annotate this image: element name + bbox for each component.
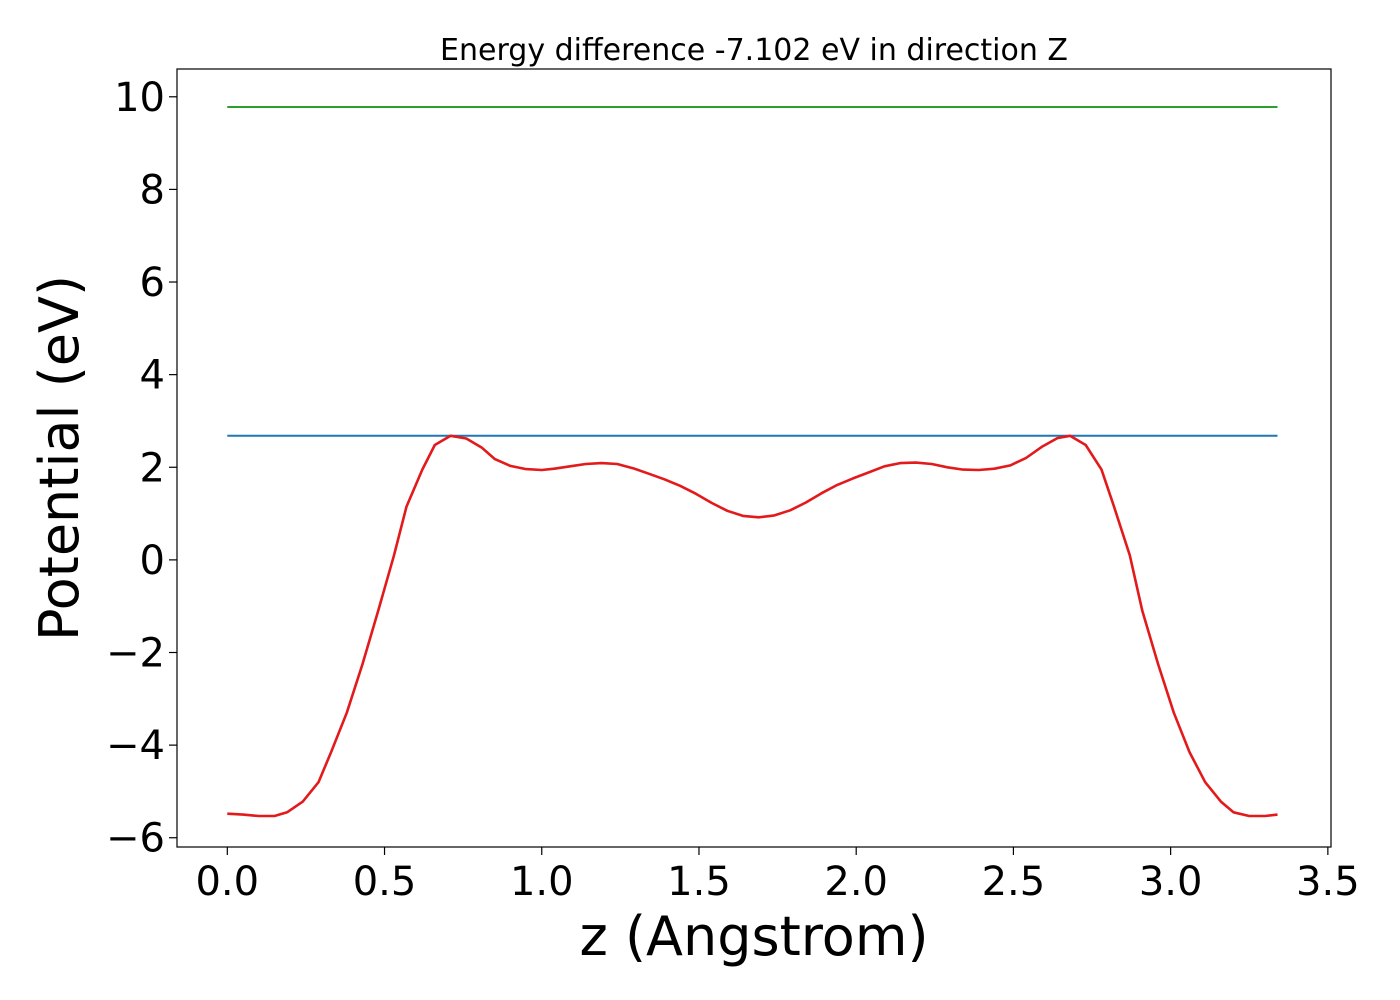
y-tick-label: −2 (106, 631, 165, 677)
plot-frame (176, 68, 1332, 848)
y-tick-label: 6 (140, 260, 165, 306)
x-tick-label: 3.0 (1139, 859, 1203, 905)
y-tick-label: 10 (114, 75, 165, 121)
x-tick-label: 1.5 (667, 859, 731, 905)
y-axis-ticks: −6 −4 −2 0 2 4 6 8 10 (106, 75, 177, 862)
y-axis-label: Potential (eV) (28, 275, 91, 641)
series-line-2 (227, 434, 1278, 818)
x-axis-label: z (Angstrom) (579, 905, 928, 968)
y-tick-label: 0 (140, 538, 165, 584)
plot-area (227, 106, 1278, 818)
y-tick-label: 8 (140, 167, 165, 213)
x-tick-label: 3.5 (1296, 859, 1360, 905)
x-tick-label: 2.0 (824, 859, 888, 905)
y-tick-label: −6 (106, 816, 165, 862)
x-tick-label: 0.5 (353, 859, 417, 905)
y-tick-label: 2 (140, 445, 165, 491)
y-tick-label: −4 (106, 723, 165, 769)
y-tick-label: 4 (140, 353, 165, 399)
x-tick-label: 2.5 (982, 859, 1046, 905)
x-axis-ticks: 0.0 0.5 1.0 1.5 2.0 2.5 3.0 3.5 (195, 847, 1360, 905)
x-tick-label: 0.0 (195, 859, 259, 905)
x-tick-label: 1.0 (510, 859, 574, 905)
chart-title: Energy difference -7.102 eV in direction… (440, 33, 1068, 68)
